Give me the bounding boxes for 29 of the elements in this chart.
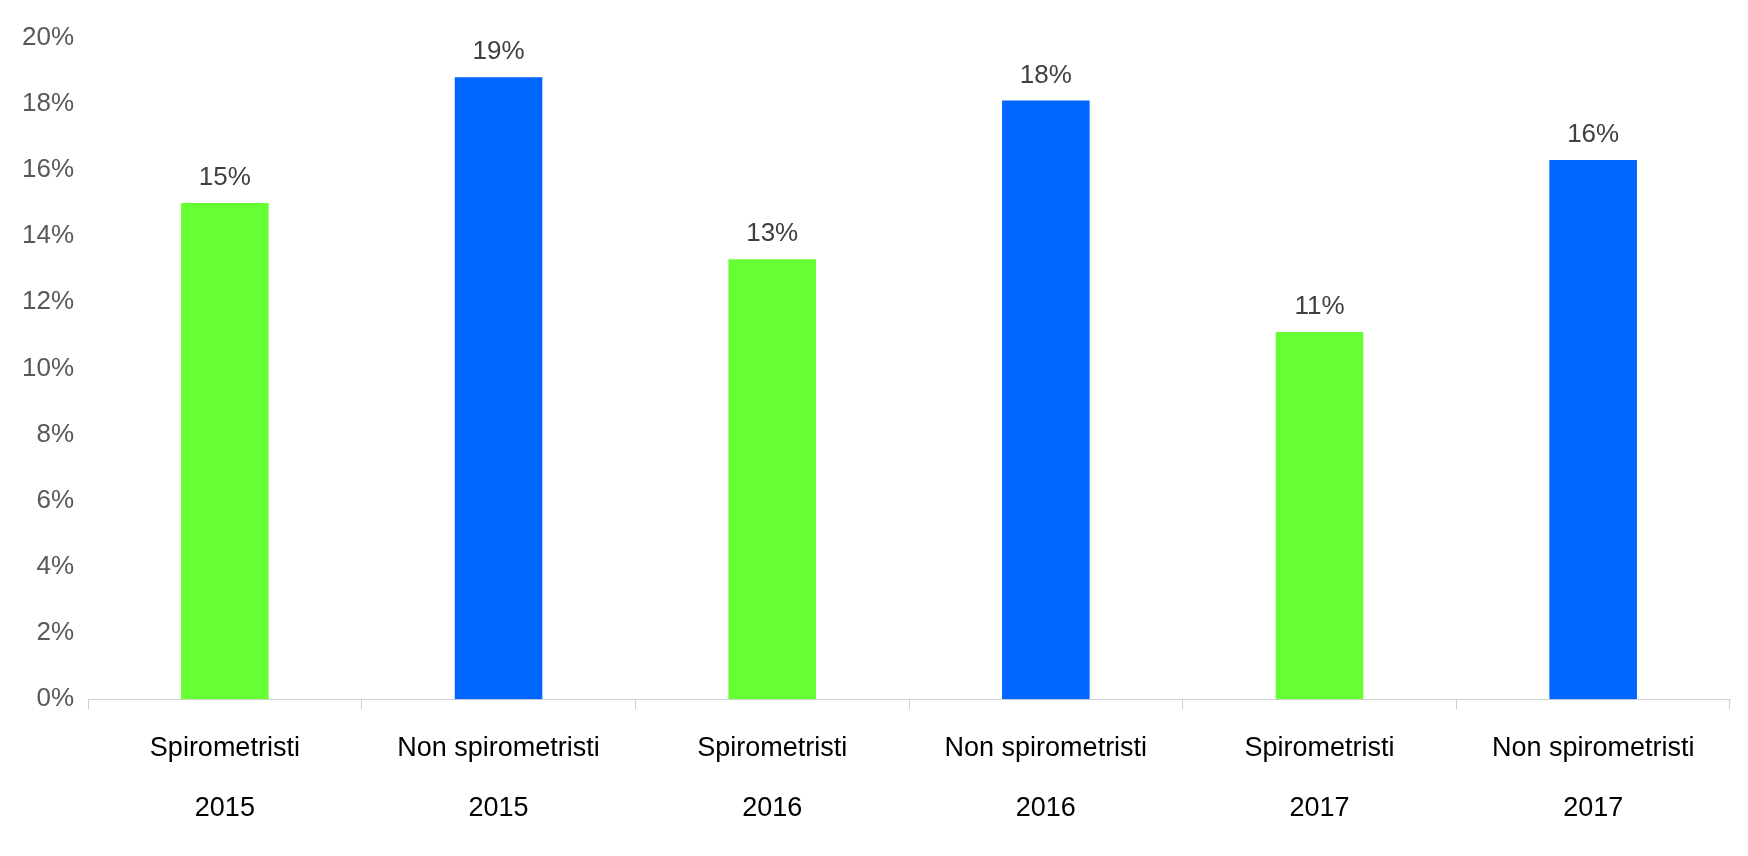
y-tick-label: 10% (21, 351, 75, 382)
bar (728, 259, 816, 700)
bar (454, 77, 543, 700)
data-label: 11% (1294, 290, 1345, 321)
bar (1002, 100, 1090, 700)
y-tick-label: 2% (36, 616, 75, 647)
x-tick-label: Non spirometristi 2017 (1491, 732, 1695, 822)
y-tick-label: 14% (21, 219, 75, 250)
x-tick-label: Spirometristi 2016 (697, 732, 848, 822)
y-tick-label: 8% (36, 417, 75, 448)
bar (1275, 332, 1364, 700)
data-label: 16% (1567, 118, 1620, 149)
data-label: 15% (198, 161, 251, 192)
x-tick-label: Spirometristi 2017 (1244, 732, 1395, 822)
y-tick-label: 6% (36, 483, 75, 514)
data-label: 19% (472, 35, 525, 66)
y-tick-label: 12% (21, 285, 75, 316)
x-tick-label: Non spirometristi 2015 (397, 732, 600, 822)
y-tick-label: 18% (21, 86, 75, 117)
bar (1549, 160, 1637, 700)
bar (181, 203, 269, 700)
y-tick-label: 0% (36, 682, 75, 713)
y-tick-label: 4% (36, 550, 75, 581)
data-label: 13% (746, 217, 799, 248)
data-label: 18% (1019, 58, 1072, 89)
y-tick-label: 20% (21, 20, 75, 51)
x-tick-label: Non spirometristi 2016 (944, 732, 1148, 822)
x-tick-label: Spirometristi 2015 (149, 732, 300, 822)
y-tick-label: 16% (21, 153, 75, 184)
